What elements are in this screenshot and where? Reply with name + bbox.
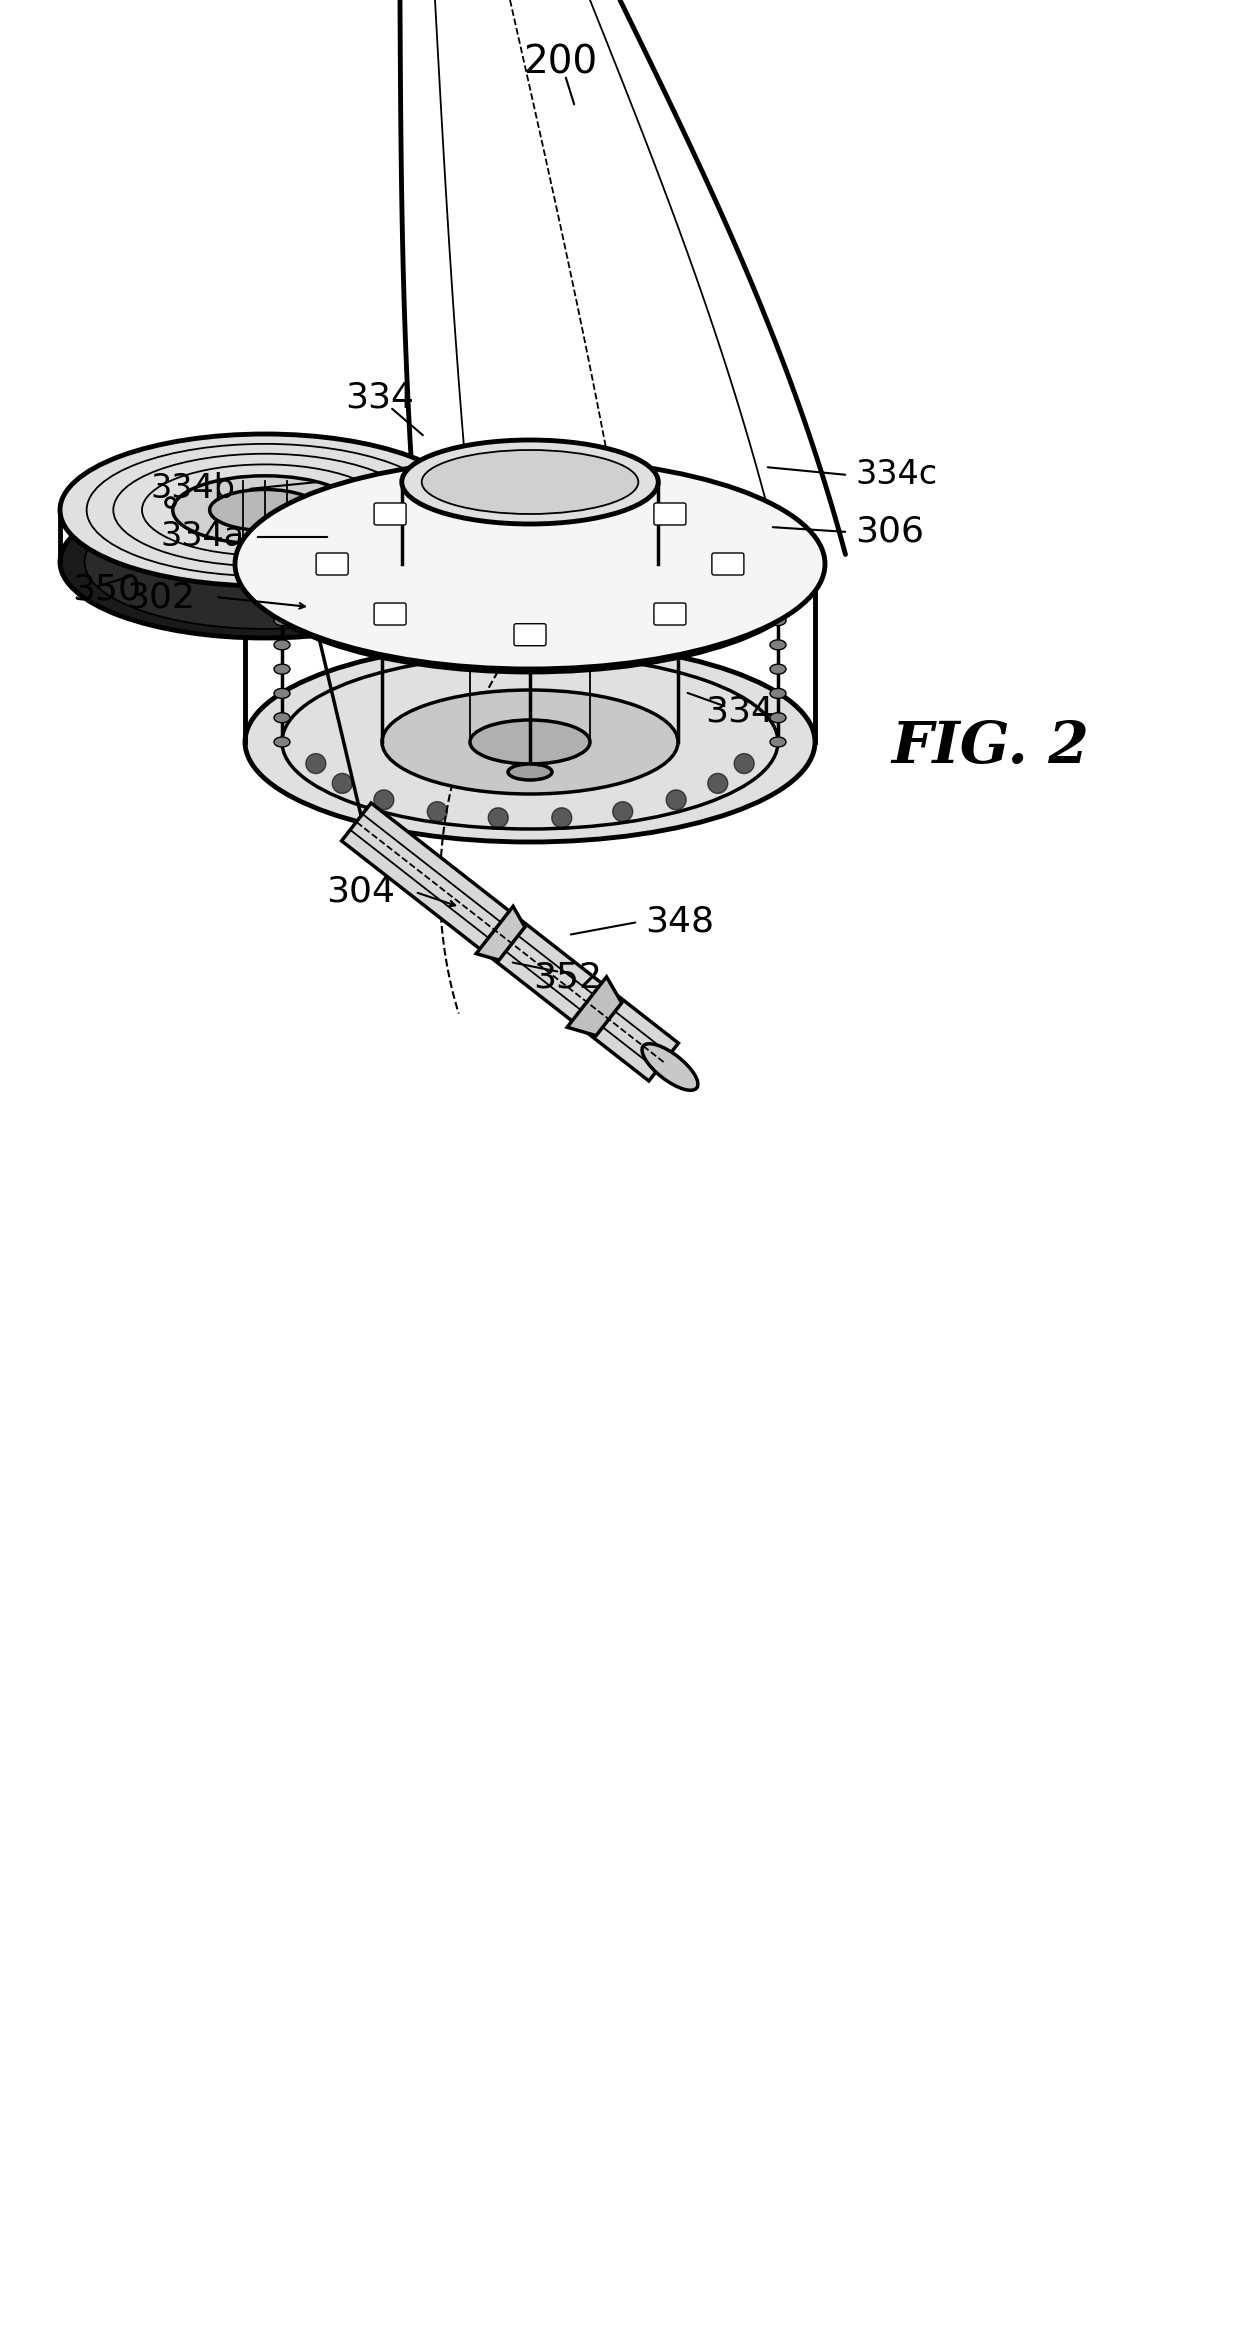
- Text: 352: 352: [533, 961, 603, 993]
- Circle shape: [428, 631, 448, 652]
- Ellipse shape: [274, 713, 290, 722]
- Text: 304: 304: [326, 874, 396, 909]
- Ellipse shape: [172, 477, 357, 545]
- Circle shape: [428, 493, 448, 512]
- Circle shape: [743, 561, 763, 582]
- Circle shape: [332, 774, 352, 792]
- Circle shape: [613, 631, 632, 652]
- Circle shape: [373, 505, 394, 523]
- Circle shape: [734, 753, 754, 774]
- FancyBboxPatch shape: [374, 502, 405, 526]
- Text: 306: 306: [856, 514, 924, 549]
- Circle shape: [734, 584, 754, 603]
- Ellipse shape: [470, 549, 590, 594]
- Ellipse shape: [210, 488, 320, 530]
- Polygon shape: [476, 907, 525, 961]
- Circle shape: [373, 619, 394, 640]
- Ellipse shape: [770, 640, 786, 650]
- Ellipse shape: [236, 458, 825, 668]
- Ellipse shape: [470, 720, 590, 764]
- Ellipse shape: [246, 472, 815, 673]
- FancyBboxPatch shape: [653, 603, 686, 624]
- Ellipse shape: [274, 689, 290, 699]
- Ellipse shape: [274, 736, 290, 748]
- Circle shape: [373, 790, 394, 811]
- Ellipse shape: [382, 689, 678, 795]
- Ellipse shape: [402, 439, 658, 523]
- Circle shape: [489, 809, 508, 827]
- Ellipse shape: [274, 591, 290, 601]
- Text: 348: 348: [645, 904, 714, 939]
- Text: 334c: 334c: [856, 458, 937, 491]
- Ellipse shape: [274, 568, 290, 577]
- Circle shape: [552, 638, 572, 657]
- Text: 334: 334: [706, 694, 775, 729]
- Circle shape: [552, 809, 572, 827]
- Ellipse shape: [770, 591, 786, 601]
- Circle shape: [428, 802, 448, 823]
- Circle shape: [332, 603, 352, 624]
- Ellipse shape: [642, 1045, 698, 1091]
- Ellipse shape: [246, 643, 815, 841]
- Ellipse shape: [770, 615, 786, 626]
- Circle shape: [666, 619, 686, 640]
- Ellipse shape: [84, 495, 445, 629]
- Ellipse shape: [770, 664, 786, 673]
- Text: 200: 200: [523, 42, 598, 82]
- Circle shape: [489, 486, 508, 507]
- Circle shape: [734, 540, 754, 561]
- Circle shape: [708, 603, 728, 624]
- Ellipse shape: [274, 664, 290, 673]
- Ellipse shape: [770, 689, 786, 699]
- Circle shape: [306, 584, 326, 603]
- Text: 334: 334: [346, 381, 414, 414]
- FancyBboxPatch shape: [653, 502, 686, 526]
- Ellipse shape: [770, 568, 786, 577]
- Polygon shape: [567, 977, 621, 1035]
- Polygon shape: [341, 804, 678, 1082]
- Ellipse shape: [508, 764, 552, 781]
- Circle shape: [666, 790, 686, 811]
- FancyBboxPatch shape: [712, 554, 744, 575]
- Text: 334b: 334b: [150, 472, 236, 505]
- Circle shape: [489, 638, 508, 657]
- Ellipse shape: [274, 615, 290, 626]
- Ellipse shape: [60, 486, 470, 638]
- Text: 302: 302: [126, 580, 195, 615]
- Circle shape: [708, 774, 728, 792]
- Ellipse shape: [770, 736, 786, 748]
- Circle shape: [306, 540, 326, 561]
- Ellipse shape: [60, 435, 470, 587]
- Ellipse shape: [274, 640, 290, 650]
- Text: 350: 350: [72, 573, 141, 605]
- FancyBboxPatch shape: [515, 481, 546, 505]
- Circle shape: [708, 521, 728, 540]
- FancyBboxPatch shape: [374, 603, 405, 624]
- Circle shape: [332, 521, 352, 540]
- Circle shape: [666, 505, 686, 523]
- Circle shape: [296, 561, 316, 582]
- Circle shape: [552, 486, 572, 507]
- Circle shape: [613, 802, 632, 823]
- Ellipse shape: [422, 451, 639, 514]
- FancyBboxPatch shape: [515, 624, 546, 645]
- Text: 334a: 334a: [161, 521, 246, 554]
- FancyBboxPatch shape: [316, 554, 348, 575]
- Circle shape: [613, 493, 632, 512]
- Ellipse shape: [770, 713, 786, 722]
- Text: FIG. 2: FIG. 2: [892, 720, 1089, 776]
- Circle shape: [306, 753, 326, 774]
- Ellipse shape: [382, 521, 678, 624]
